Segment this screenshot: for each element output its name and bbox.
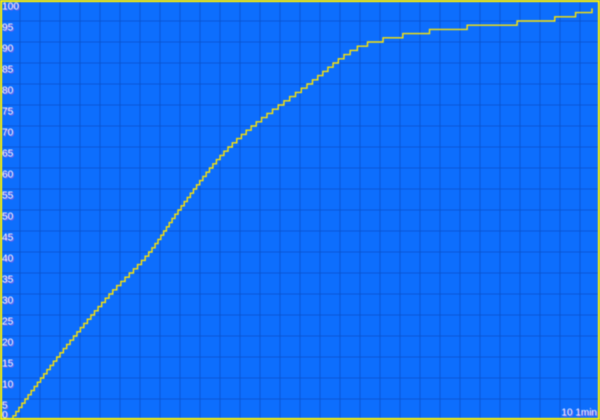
svg-text:75: 75 (2, 107, 14, 118)
svg-text:35: 35 (2, 275, 14, 286)
svg-text:25: 25 (2, 317, 14, 328)
svg-text:70: 70 (2, 128, 14, 139)
svg-text:10 1min: 10 1min (561, 408, 597, 419)
svg-text:85: 85 (2, 65, 14, 76)
svg-text:10: 10 (2, 380, 14, 391)
svg-text:45: 45 (2, 233, 14, 244)
svg-text:55: 55 (2, 191, 14, 202)
svg-text:20: 20 (2, 338, 14, 349)
svg-text:40: 40 (2, 254, 14, 265)
svg-text:60: 60 (2, 170, 14, 181)
svg-text:30: 30 (2, 296, 14, 307)
svg-text:100: 100 (2, 2, 19, 13)
svg-text:65: 65 (2, 149, 14, 160)
svg-text:15: 15 (2, 359, 14, 370)
svg-text:95: 95 (2, 23, 14, 34)
svg-text:80: 80 (2, 86, 14, 97)
svg-text:90: 90 (2, 44, 14, 55)
svg-text:50: 50 (2, 212, 14, 223)
